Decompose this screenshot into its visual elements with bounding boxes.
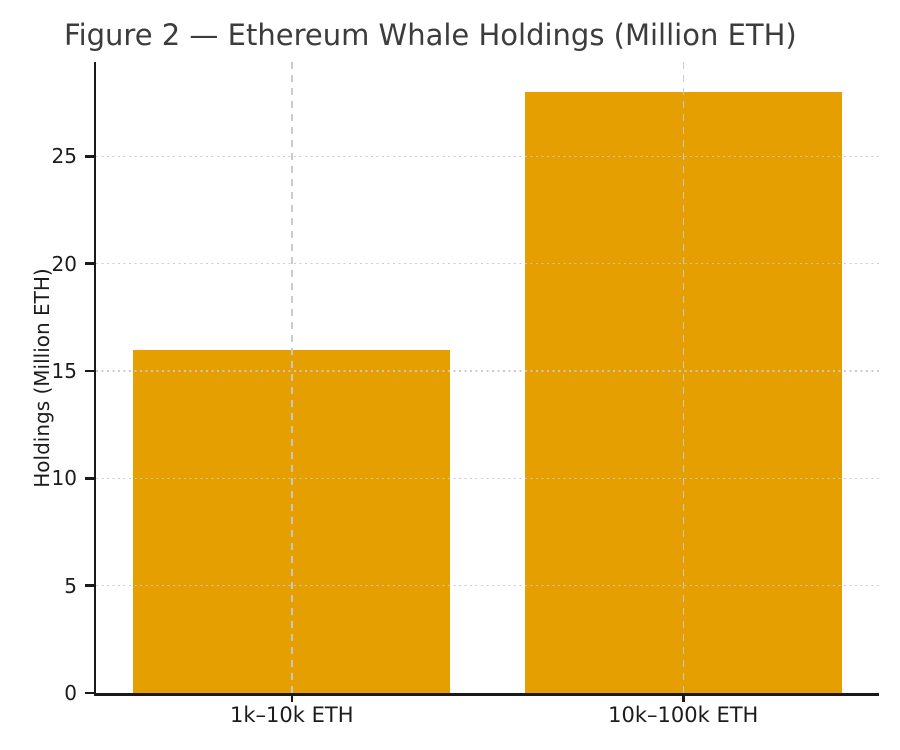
y-tick-mark (85, 155, 96, 158)
horizontal-gridline (96, 477, 879, 480)
y-tick-mark (85, 584, 96, 587)
vertical-gridline (291, 62, 293, 693)
y-tick-label: 20 (51, 251, 77, 276)
x-axis-spine (93, 693, 879, 696)
horizontal-gridline (96, 262, 879, 265)
y-tick-label: 25 (51, 144, 77, 169)
chart-title: Figure 2 — Ethereum Whale Holdings (Mill… (64, 18, 797, 52)
y-tick-mark (85, 477, 96, 480)
vertical-gridline (682, 62, 684, 693)
y-tick-label: 5 (64, 573, 77, 598)
y-tick-label: 10 (51, 466, 77, 491)
y-tick-label: 15 (51, 359, 77, 384)
y-tick-mark (85, 262, 96, 265)
x-tick-mark (290, 693, 293, 702)
x-tick-label: 10k–100k ETH (608, 703, 759, 727)
y-tick-mark (85, 691, 96, 695)
horizontal-gridline (96, 370, 879, 372)
y-tick-mark (85, 369, 96, 373)
horizontal-gridline (96, 584, 879, 587)
horizontal-gridline (96, 155, 879, 158)
y-axis-spine (93, 62, 96, 696)
x-tick-label: 1k–10k ETH (230, 703, 354, 727)
y-tick-label: 0 (64, 681, 77, 705)
x-tick-mark (682, 693, 685, 702)
